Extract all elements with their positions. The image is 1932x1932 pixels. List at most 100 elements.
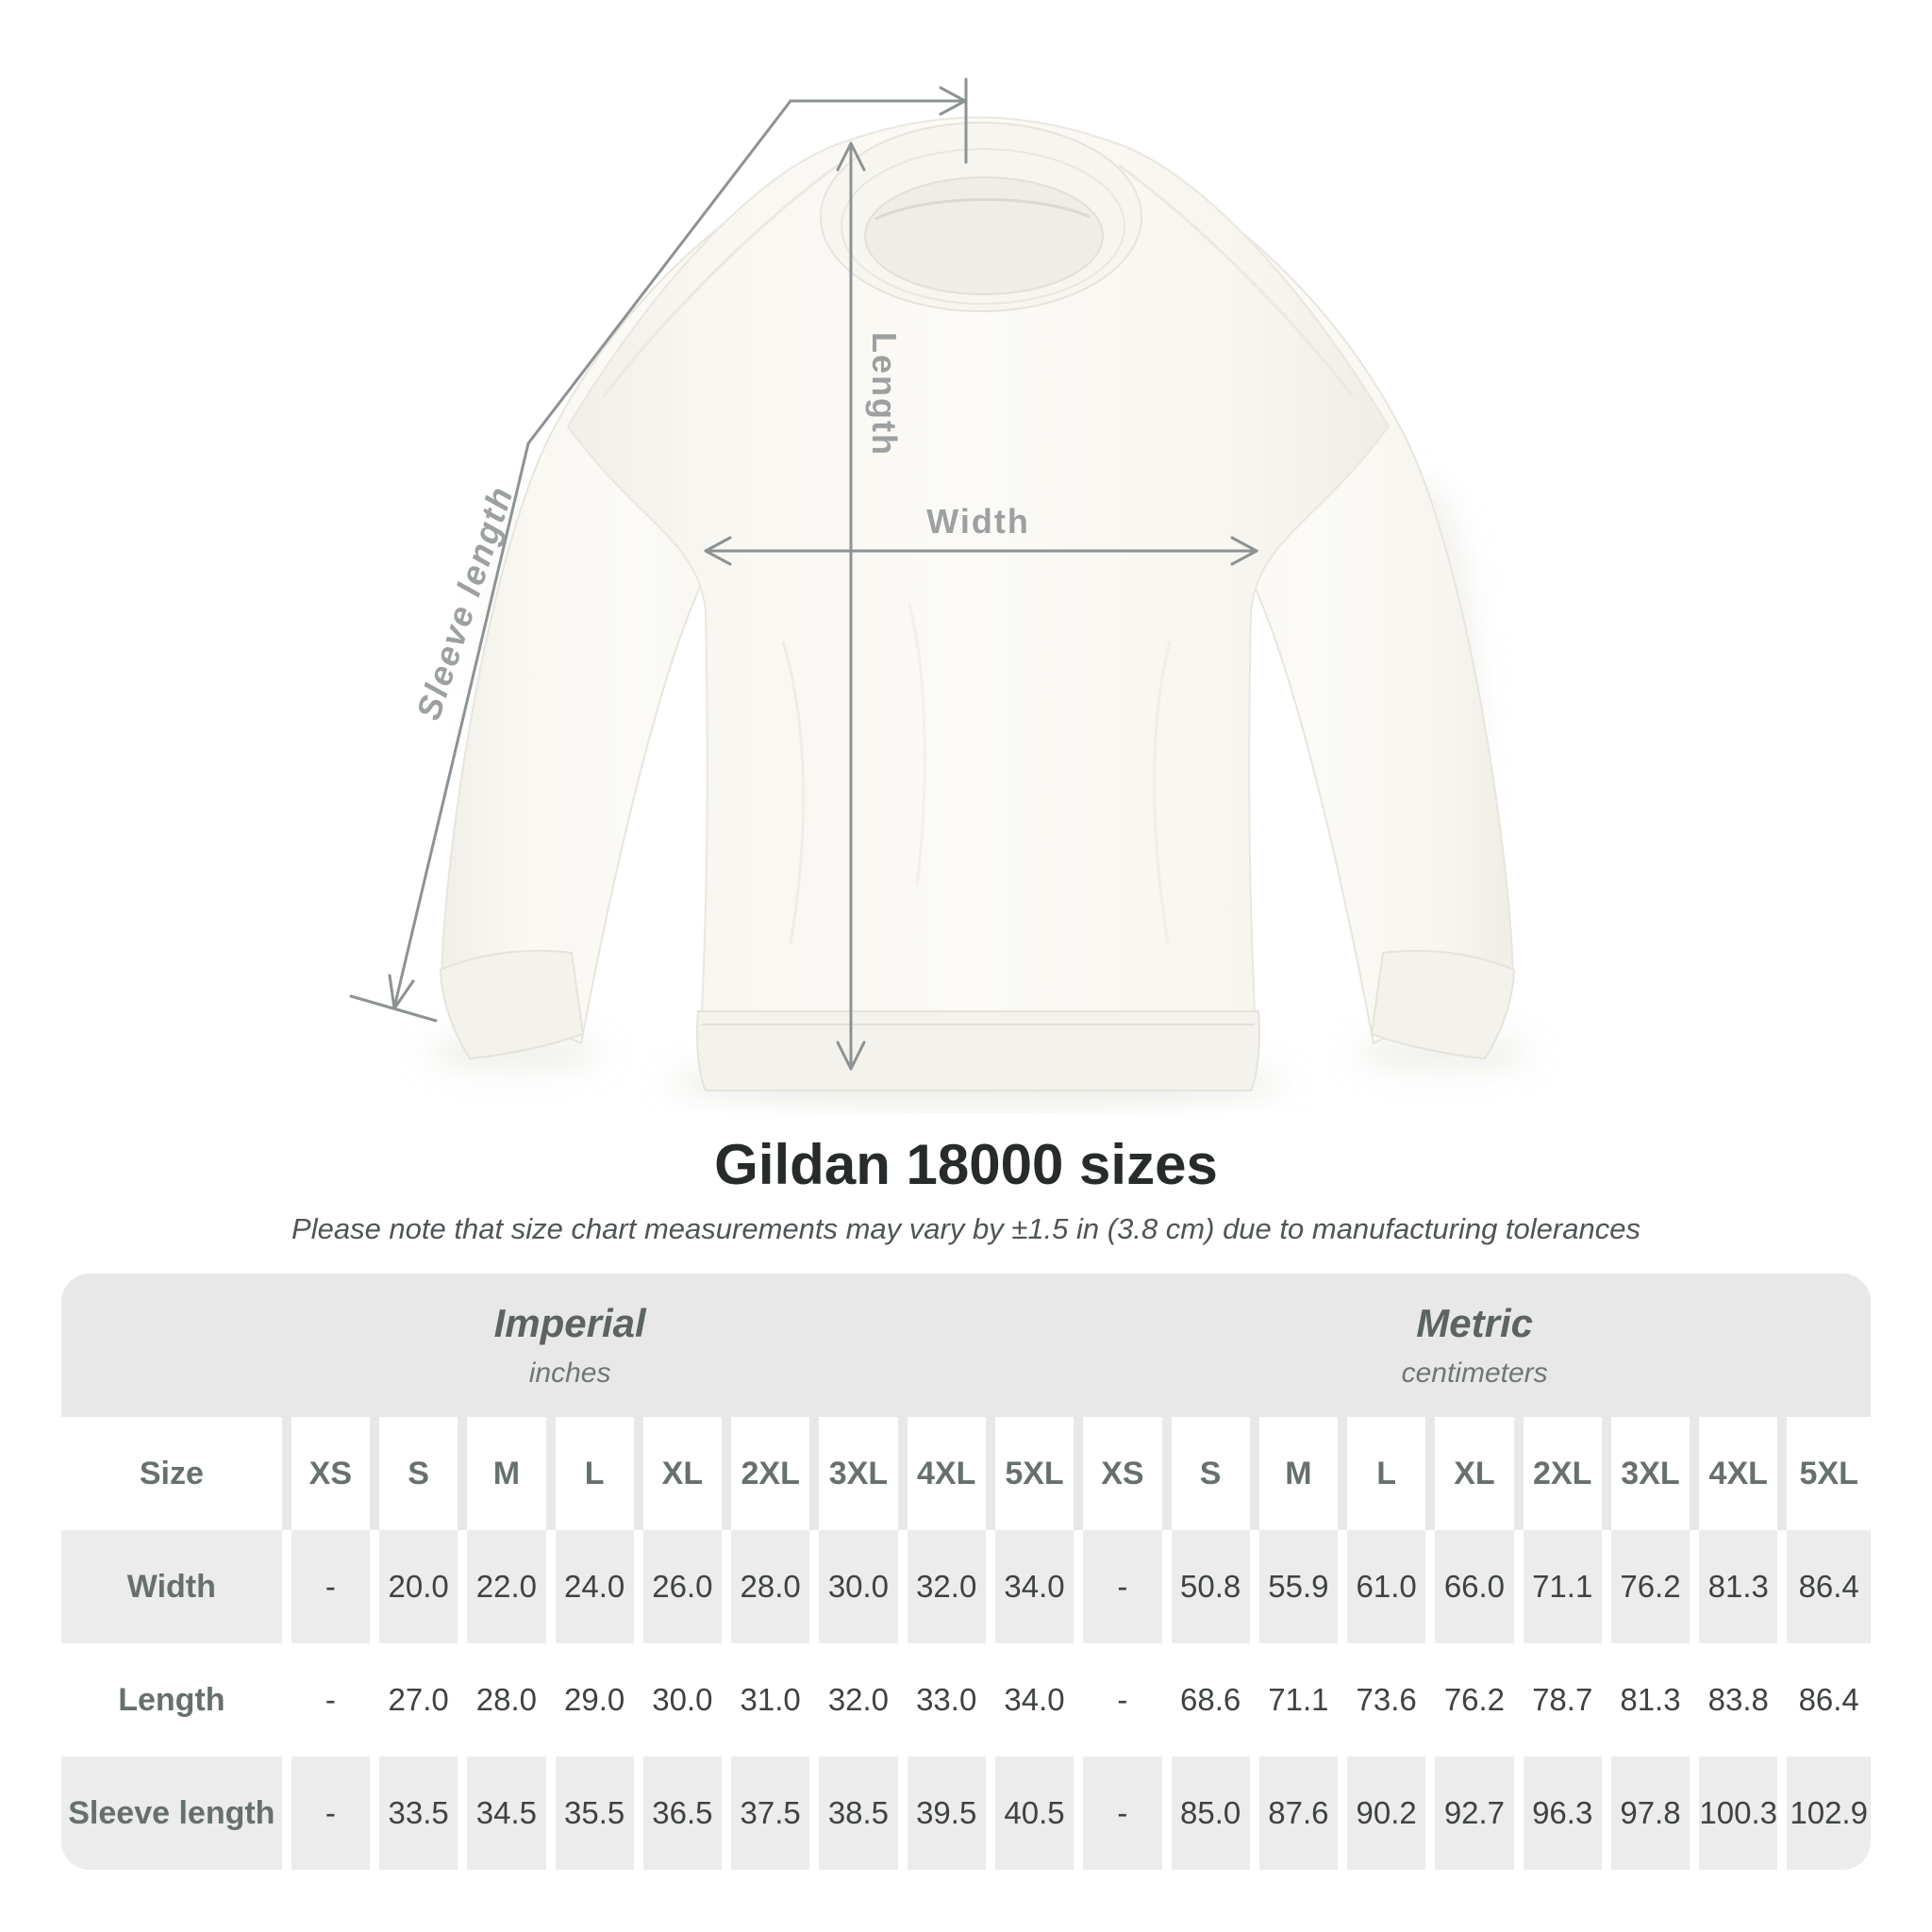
size-header-label: Size — [61, 1417, 287, 1530]
value-cell: 39.5 — [902, 1757, 991, 1870]
size-col-header: L — [1342, 1417, 1431, 1530]
value-cell: 32.0 — [902, 1530, 991, 1643]
value-cell: 92.7 — [1430, 1757, 1519, 1870]
size-col-header: L — [550, 1417, 639, 1530]
value-cell: 33.0 — [902, 1643, 991, 1757]
sweatshirt-mockup: Length Width Sleeve length — [349, 77, 1533, 1106]
size-col-header: S — [1166, 1417, 1255, 1530]
value-cell: 37.5 — [726, 1757, 815, 1870]
size-col-header: XL — [1430, 1417, 1519, 1530]
size-table: Imperial inches Metric centimeters Size … — [61, 1274, 1871, 1870]
sleeve-length-arrow — [349, 99, 792, 1023]
size-col-header: 4XL — [1694, 1417, 1783, 1530]
sweatshirt-graphic — [349, 77, 1533, 1106]
value-cell: - — [286, 1530, 375, 1643]
value-cell: 66.0 — [1430, 1530, 1519, 1643]
value-cell: - — [286, 1643, 375, 1757]
size-col-header: 5XL — [990, 1417, 1079, 1530]
value-cell: 40.5 — [990, 1757, 1079, 1870]
length-arrow — [836, 142, 866, 1071]
width-arrow — [704, 536, 1258, 566]
value-cell: 26.0 — [638, 1530, 727, 1643]
collar — [820, 122, 1142, 312]
size-col-header: S — [374, 1417, 463, 1530]
unit-group-row: Imperial inches Metric centimeters — [61, 1274, 1871, 1417]
size-header-row: Size XS S M L XL 2XL 3XL 4XL 5XL XS S M … — [61, 1417, 1871, 1530]
value-cell: 28.0 — [726, 1530, 815, 1643]
value-cell: 71.1 — [1254, 1643, 1343, 1757]
size-col-header: 2XL — [1518, 1417, 1607, 1530]
size-col-header: 3XL — [1606, 1417, 1695, 1530]
shoulder-to-center-arrow — [789, 77, 968, 164]
imperial-group-header: Imperial inches — [61, 1274, 1079, 1417]
value-cell: 85.0 — [1166, 1757, 1255, 1870]
metric-group-unit: centimeters — [1401, 1357, 1548, 1389]
value-cell: 38.5 — [814, 1757, 903, 1870]
imperial-group-unit: inches — [528, 1357, 611, 1389]
value-cell: 30.0 — [638, 1643, 727, 1757]
value-cell: 34.5 — [462, 1757, 551, 1870]
value-cell: 20.0 — [374, 1530, 463, 1643]
row-label: Length — [61, 1643, 287, 1757]
metric-group-header: Metric centimeters — [1078, 1274, 1871, 1417]
tolerance-note: Please note that size chart measurements… — [291, 1212, 1641, 1245]
sleeve-length-row: Sleeve length - 33.5 34.5 35.5 36.5 37.5… — [61, 1757, 1871, 1870]
page-title: Gildan 18000 sizes — [714, 1133, 1218, 1196]
size-col-header: 3XL — [814, 1417, 903, 1530]
size-col-header: 5XL — [1782, 1417, 1871, 1530]
value-cell: 100.3 — [1694, 1757, 1783, 1870]
value-cell: 27.0 — [374, 1643, 463, 1757]
value-cell: 90.2 — [1342, 1757, 1431, 1870]
cuffs — [439, 949, 1516, 1060]
value-cell: 76.2 — [1606, 1530, 1695, 1643]
value-cell: 86.4 — [1782, 1530, 1871, 1643]
value-cell: - — [286, 1757, 375, 1870]
length-row: Length - 27.0 28.0 29.0 30.0 31.0 32.0 3… — [61, 1643, 1871, 1757]
size-col-header: 4XL — [902, 1417, 991, 1530]
value-cell: 31.0 — [726, 1643, 815, 1757]
length-dimension-label: Length — [865, 332, 904, 457]
size-col-header: XS — [286, 1417, 375, 1530]
value-cell: 81.3 — [1694, 1530, 1783, 1643]
hem-band — [696, 1010, 1260, 1091]
row-label: Width — [61, 1530, 287, 1643]
value-cell: 73.6 — [1342, 1643, 1431, 1757]
value-cell: - — [1078, 1643, 1167, 1757]
value-cell: 97.8 — [1606, 1757, 1695, 1870]
value-cell: 55.9 — [1254, 1530, 1343, 1643]
size-col-header: XS — [1078, 1417, 1167, 1530]
value-cell: 32.0 — [814, 1643, 903, 1757]
value-cell: 33.5 — [374, 1757, 463, 1870]
value-cell: 28.0 — [462, 1643, 551, 1757]
value-cell: 102.9 — [1782, 1757, 1871, 1870]
size-table-wrap: Imperial inches Metric centimeters Size … — [61, 1274, 1871, 1870]
size-col-header: 2XL — [726, 1417, 815, 1530]
sweatshirt-body — [566, 116, 1391, 1037]
value-cell: 78.7 — [1518, 1643, 1607, 1757]
value-cell: 30.0 — [814, 1530, 903, 1643]
value-cell: 81.3 — [1606, 1643, 1695, 1757]
width-row: Width - 20.0 22.0 24.0 26.0 28.0 30.0 32… — [61, 1530, 1871, 1643]
metric-group-name: Metric — [1416, 1301, 1533, 1345]
row-label: Sleeve length — [61, 1757, 287, 1870]
value-cell: 50.8 — [1166, 1530, 1255, 1643]
garment-seams — [602, 163, 1355, 944]
value-cell: 34.0 — [990, 1643, 1079, 1757]
value-cell: - — [1078, 1530, 1167, 1643]
value-cell: 83.8 — [1694, 1643, 1783, 1757]
width-dimension-label: Width — [926, 502, 1030, 541]
value-cell: 86.4 — [1782, 1643, 1871, 1757]
value-cell: 34.0 — [990, 1530, 1079, 1643]
value-cell: 36.5 — [638, 1757, 727, 1870]
value-cell: - — [1078, 1757, 1167, 1870]
size-col-header: M — [1254, 1417, 1343, 1530]
value-cell: 29.0 — [550, 1643, 639, 1757]
value-cell: 24.0 — [550, 1530, 639, 1643]
size-col-header: XL — [638, 1417, 727, 1530]
value-cell: 76.2 — [1430, 1643, 1519, 1757]
size-col-header: M — [462, 1417, 551, 1530]
value-cell: 35.5 — [550, 1757, 639, 1870]
value-cell: 71.1 — [1518, 1530, 1607, 1643]
value-cell: 96.3 — [1518, 1757, 1607, 1870]
